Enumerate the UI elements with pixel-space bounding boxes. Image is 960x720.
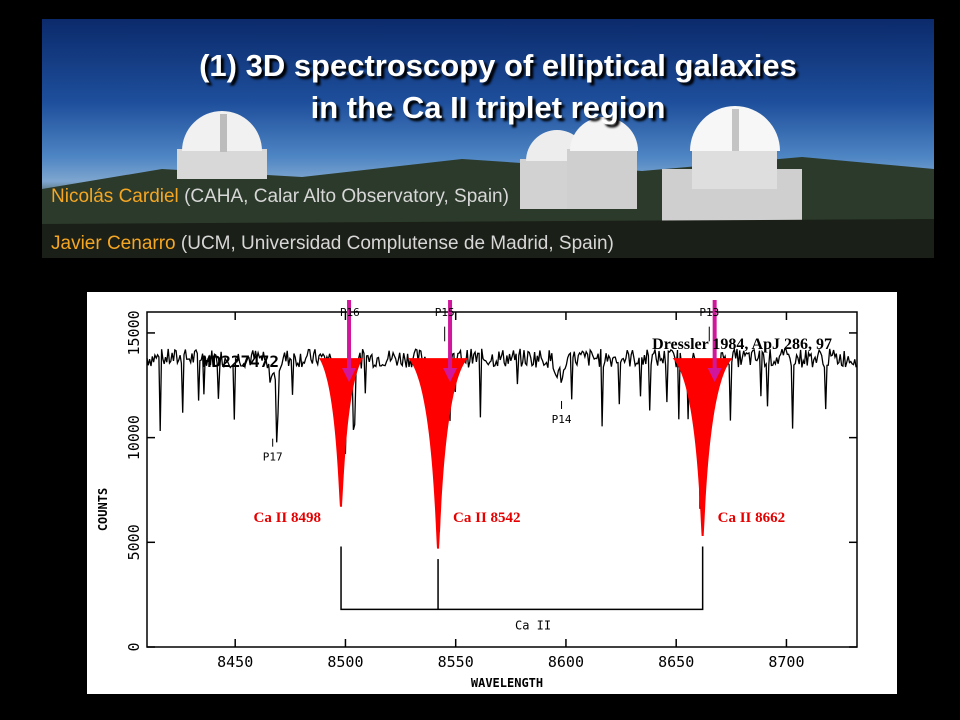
- author-affiliation-1: (CAHA, Calar Alto Observatory, Spain): [184, 186, 509, 207]
- spectrum-trace: [146, 346, 857, 532]
- author-affiliation-2: (UCM, Universidad Complutense de Madrid,…: [180, 233, 614, 254]
- arrow-head-8542: [443, 368, 458, 382]
- ca-line-label-8498: Ca II 8498: [254, 510, 322, 526]
- paschen-label: P13: [699, 306, 719, 319]
- spectrum-svg: 8450 8500 8550 8600 8650 8700 0 5000 10000 15000 W…: [96, 300, 858, 690]
- star-id-label: HD227472: [202, 352, 279, 371]
- y-tick-label: 10000: [125, 415, 143, 460]
- x-tick-label: 8450: [217, 653, 253, 671]
- x-tick-label: 8700: [768, 653, 804, 671]
- author-name-2: Javier Cenarro: [51, 233, 176, 254]
- y-tick-label: 5000: [125, 524, 143, 560]
- paschen-label: P15: [435, 306, 455, 319]
- ca-line-label-8662: Ca II 8662: [718, 510, 786, 526]
- y-axis-label: COUNTS: [96, 488, 110, 531]
- observatory-banner: (1) 3D spectroscopy of elliptical galaxi…: [42, 19, 934, 258]
- x-tick-label: 8650: [658, 653, 694, 671]
- author-credit-2: Javier Cenarro (UCM, Universidad Complut…: [51, 233, 614, 255]
- y-tick-label: 15000: [125, 310, 143, 355]
- x-axis-label: WAVELENGTH: [471, 676, 543, 690]
- paschen-label: P17: [263, 451, 283, 464]
- x-tick-label: 8550: [438, 653, 474, 671]
- plot-frame: [146, 311, 858, 648]
- ca-line-profile-8542: [408, 358, 469, 549]
- author-name-1: Nicolás Cardiel: [51, 186, 179, 207]
- ca-line-profile-8498: [319, 358, 364, 507]
- paschen-label: P16: [340, 306, 360, 319]
- citation-label: Dressler 1984, ApJ 286, 97: [652, 336, 832, 353]
- x-tick-label: 8500: [327, 653, 363, 671]
- y-tick-label: 0: [125, 642, 143, 651]
- arrow-head-8498: [342, 368, 357, 382]
- spectrum-plot: 8450 8500 8550 8600 8650 8700 0 5000 10000 15000 W…: [87, 292, 897, 694]
- arrow-head-8662: [707, 368, 722, 382]
- author-credit-1: Nicolás Cardiel (CAHA, Calar Alto Observ…: [51, 186, 509, 208]
- slide-title-line1: (1) 3D spectroscopy of elliptical galaxi…: [199, 48, 797, 83]
- x-tick-label: 8600: [548, 653, 584, 671]
- ca-bracket-label: Ca II: [515, 618, 551, 632]
- ca-line-profile-8662: [672, 358, 733, 537]
- paschen-label: P14: [552, 413, 572, 426]
- observatory-photo: [42, 106, 934, 258]
- slide-title-line2: in the Ca II triplet region: [310, 90, 666, 125]
- ca-line-label-8542: Ca II 8542: [453, 510, 521, 526]
- ca-bracket: [340, 546, 704, 611]
